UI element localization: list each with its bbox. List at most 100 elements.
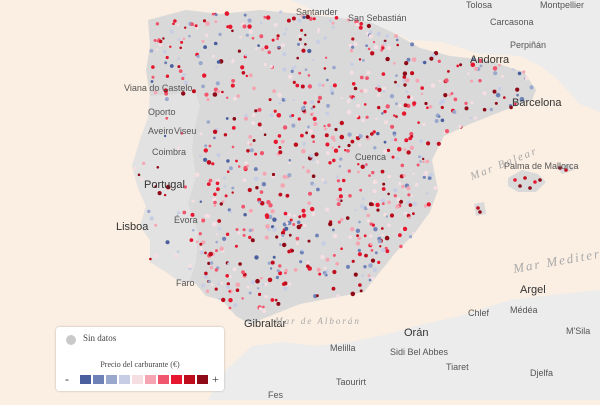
station-dot: [196, 54, 200, 59]
station-dot: [384, 235, 390, 241]
station-dot: [395, 204, 400, 209]
station-dot: [192, 229, 195, 232]
station-dot: [390, 124, 395, 129]
station-dot: [470, 62, 476, 68]
station-dot: [337, 220, 341, 224]
legend-swatch: [158, 375, 169, 384]
station-dot: [241, 71, 246, 75]
station-dot: [407, 193, 411, 197]
station-dot: [288, 282, 292, 286]
station-dot: [427, 176, 432, 181]
station-dot: [350, 62, 354, 66]
place-label: Viana do Castelo: [124, 83, 192, 93]
station-dot: [215, 240, 218, 244]
station-dot: [280, 43, 285, 48]
station-dot: [340, 96, 343, 100]
station-dot: [310, 206, 315, 212]
station-dot: [312, 58, 315, 62]
station-dot: [273, 139, 278, 144]
station-dot: [182, 37, 186, 41]
station-dot: [492, 89, 497, 94]
place-label: Gibraltar: [244, 318, 287, 330]
station-dot: [339, 120, 344, 126]
station-dot: [332, 158, 336, 163]
station-dot: [359, 188, 363, 192]
station-dot: [438, 79, 442, 83]
station-dot: [368, 263, 373, 268]
station-dot: [295, 236, 300, 241]
station-dot: [390, 139, 394, 142]
station-dot: [269, 64, 273, 68]
station-dot: [375, 117, 378, 121]
station-dot: [306, 260, 310, 265]
station-dot: [403, 83, 407, 87]
station-dot: [351, 82, 356, 86]
station-dot: [395, 74, 398, 77]
station-dot: [370, 132, 374, 136]
sea-label-alboran: Mar de Alborán: [274, 316, 361, 326]
station-dot: [288, 161, 291, 165]
station-dot: [436, 141, 441, 146]
station-dot: [244, 161, 249, 165]
station-dot: [264, 235, 269, 240]
station-dot: [380, 198, 386, 203]
station-dot: [228, 290, 231, 293]
station-dot: [362, 59, 365, 62]
station-dot: [246, 149, 250, 153]
station-dot: [214, 20, 218, 24]
station-dot: [163, 193, 167, 197]
station-dot: [248, 208, 253, 213]
station-dot: [291, 123, 296, 128]
station-dot: [237, 49, 241, 53]
place-label: Évora: [174, 215, 198, 225]
station-dot: [355, 157, 358, 160]
station-dot: [408, 235, 413, 239]
station-dot: [164, 61, 168, 65]
station-dot: [423, 204, 428, 208]
station-dot: [529, 85, 534, 90]
station-dot: [300, 28, 304, 32]
station-dot: [225, 232, 230, 236]
station-dot: [226, 282, 230, 286]
station-dot: [270, 260, 275, 265]
station-dot: [233, 96, 237, 101]
station-dot: [153, 39, 157, 42]
station-dot: [279, 243, 282, 246]
station-dot: [307, 125, 310, 129]
station-dot: [298, 71, 302, 75]
station-dot: [399, 200, 403, 204]
station-dot: [255, 186, 259, 190]
station-dot: [258, 200, 261, 204]
station-dot: [199, 132, 203, 136]
station-dot: [214, 268, 219, 272]
station-dot: [359, 22, 364, 26]
station-dot: [287, 212, 292, 217]
station-dot: [371, 170, 375, 175]
station-dot: [332, 228, 335, 232]
station-dot: [233, 303, 238, 308]
legend-swatch: [184, 375, 195, 384]
station-dot: [293, 214, 296, 218]
station-dot: [377, 260, 381, 264]
station-dot: [368, 174, 371, 177]
station-dot: [383, 149, 388, 154]
station-dot: [352, 97, 356, 101]
station-dot: [283, 281, 288, 286]
station-dot: [329, 88, 334, 93]
station-dot: [357, 163, 360, 166]
station-dot: [235, 159, 238, 163]
place-label: Barcelona: [512, 97, 562, 109]
station-dot: [355, 241, 361, 246]
station-dot: [226, 25, 230, 29]
place-label: Taourirt: [336, 377, 367, 387]
station-dot: [409, 131, 414, 137]
station-dot: [231, 186, 235, 190]
station-dot: [323, 181, 327, 185]
station-dot: [430, 83, 436, 88]
station-dot: [452, 110, 457, 114]
station-dot: [363, 265, 367, 269]
station-dot: [341, 178, 346, 183]
station-dot: [338, 194, 343, 199]
